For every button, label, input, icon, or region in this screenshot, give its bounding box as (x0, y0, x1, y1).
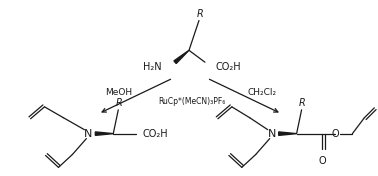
Text: H₂N: H₂N (144, 62, 162, 72)
Text: MeOH: MeOH (105, 89, 132, 98)
Text: O: O (319, 156, 326, 166)
Polygon shape (95, 132, 113, 135)
Text: CO₂H: CO₂H (142, 129, 168, 139)
Text: N: N (268, 129, 276, 139)
Text: CO₂H: CO₂H (216, 62, 242, 72)
Text: R: R (197, 9, 203, 19)
Text: R: R (116, 98, 122, 108)
Polygon shape (279, 132, 297, 135)
Text: N: N (84, 129, 93, 139)
Polygon shape (174, 50, 189, 64)
Text: R: R (299, 98, 306, 108)
Text: RuCp*(MeCN)₃PF₆: RuCp*(MeCN)₃PF₆ (158, 97, 226, 106)
Text: CH₂Cl₂: CH₂Cl₂ (247, 89, 276, 98)
Text: O: O (332, 129, 339, 139)
